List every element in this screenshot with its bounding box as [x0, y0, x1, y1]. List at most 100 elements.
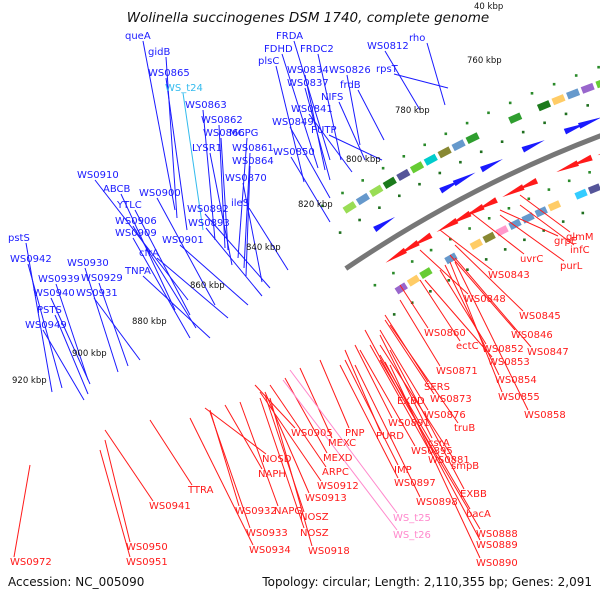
tick-dot	[361, 179, 364, 182]
plus-gene-label: FDHD	[264, 44, 293, 55]
tick-dot	[547, 188, 551, 191]
minus-gene-label: WS0895	[411, 446, 453, 457]
tick-dot	[321, 204, 324, 208]
minus-leader-line	[239, 401, 279, 507]
plus-cog-block	[551, 94, 566, 106]
plus-leader-line	[54, 314, 89, 395]
plus-gene-label: WS0900	[139, 188, 181, 199]
plus-gene-label: WS0931	[76, 288, 118, 299]
tick-dot	[410, 260, 414, 263]
tick-dot	[466, 268, 469, 271]
minus-gene-label: glmM	[566, 232, 594, 243]
plus-gene-label: pstS	[8, 233, 30, 244]
plus-leader-line	[304, 87, 331, 181]
plus-gene-label: WS0910	[77, 170, 119, 181]
minus-leader-line	[444, 264, 500, 376]
minus-leader-line	[339, 364, 399, 479]
plus-leader-line	[220, 137, 229, 251]
plus-gene-label: WS0826	[329, 65, 371, 76]
plus-leader-line	[338, 101, 366, 161]
plus-leader-line	[182, 92, 204, 231]
plus-gene-label: WS0939	[38, 274, 80, 285]
plus-cog-block	[536, 100, 552, 112]
plus-gene-label: WS0862	[201, 115, 243, 126]
minus-gene-label: csrA	[428, 438, 450, 449]
plus-gene-label: WS0864	[232, 156, 274, 167]
minus-gene-label: truB	[454, 423, 475, 434]
minus-gene-label: NOSD	[262, 454, 292, 465]
tick-dot	[588, 171, 591, 174]
tick-dot	[586, 104, 589, 107]
kbp-label: 900 kbp	[72, 349, 107, 359]
minus-leader-line	[354, 364, 421, 498]
minus-leader-line	[454, 257, 532, 348]
plus-gene-label: PUTP	[311, 125, 337, 136]
minus-strand-gene	[410, 232, 433, 248]
minus-leader-line	[269, 384, 327, 468]
minus-strand-gene	[436, 217, 459, 233]
plus-leader-line	[243, 152, 251, 269]
minus-gene-label: PNP	[345, 428, 365, 439]
plus-gene-label: queA	[125, 31, 151, 42]
tick-dot	[507, 207, 511, 210]
plus-cog-block	[409, 161, 425, 174]
minus-leader-line	[389, 364, 481, 559]
minus-strand-gene	[475, 197, 498, 211]
plus-leader-line	[275, 65, 305, 183]
rna-gene-label: WS_t26	[393, 530, 431, 541]
plus-gene-label: WS0942	[10, 254, 52, 265]
minus-leader-line	[519, 194, 571, 233]
plus-gene-label: WS0837	[287, 78, 329, 89]
minus-gene-label: WS0855	[498, 392, 540, 403]
minus-leader-line	[259, 391, 322, 482]
minus-cog-block	[469, 238, 483, 251]
tick-dot	[597, 65, 600, 69]
rna-leader-line	[282, 379, 398, 531]
minus-leader-line	[389, 324, 459, 424]
plus-leader-line	[281, 53, 319, 169]
plus-gene-label: WS0893	[188, 218, 230, 229]
minus-leader-line	[379, 329, 429, 411]
kbp-label: 840 kbp	[246, 243, 281, 253]
minus-leader-line	[224, 404, 263, 470]
plus-gene-label: WS0834	[287, 65, 329, 76]
kbp-label: 820 kbp	[298, 200, 333, 210]
minus-leader-line	[264, 391, 310, 494]
minus-cog-block	[444, 252, 458, 265]
minus-gene-label: WS0853	[488, 357, 530, 368]
minus-leader-line	[284, 377, 328, 454]
minus-cog-block	[406, 274, 421, 287]
minus-leader-line	[319, 359, 350, 429]
plus-leader-line	[84, 267, 119, 373]
plus-leader-line	[55, 283, 89, 381]
plus-gene-label: PSTS	[37, 305, 62, 316]
kbp-label: 860 kbp	[190, 281, 225, 291]
minus-leader-line	[399, 299, 441, 367]
tick-dot	[402, 155, 406, 158]
minus-leader-line	[419, 279, 461, 342]
minus-leader-line	[454, 261, 529, 411]
plus-leader-line	[142, 40, 176, 211]
tick-dot	[429, 290, 432, 293]
minus-gene-label: WS0881	[428, 455, 470, 466]
minus-gene-label: WS0918	[308, 546, 350, 557]
minus-gene-label: WS0951	[126, 557, 168, 568]
minus-strand-gene	[385, 247, 407, 263]
minus-leader-line	[369, 344, 433, 456]
minus-leader-line	[454, 244, 524, 312]
tick-dot	[423, 143, 426, 147]
plus-gene-label: NIFS	[321, 92, 343, 103]
minus-gene-label: WS0889	[476, 540, 518, 551]
minus-gene-label: WS0846	[511, 330, 553, 341]
plus-strand-gene	[480, 159, 503, 173]
plus-gene-label: LYSR1	[192, 143, 222, 154]
minus-gene-label: WS0873	[430, 394, 472, 405]
tick-dot	[338, 231, 342, 234]
minus-leader-line	[379, 334, 433, 439]
plus-gene-label: FRDC2	[300, 44, 334, 55]
tick-dot	[392, 271, 395, 275]
plus-gene-label: WS0841	[291, 104, 333, 115]
plus-leader-line	[132, 237, 191, 339]
minus-leader-line	[519, 204, 575, 246]
